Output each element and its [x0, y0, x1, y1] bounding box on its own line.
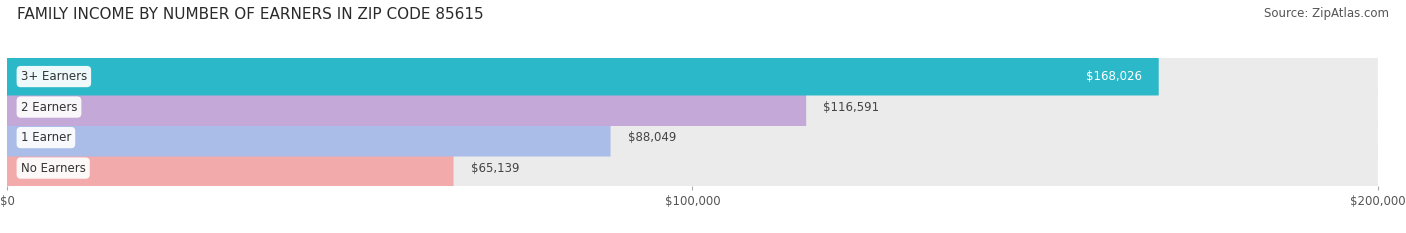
FancyBboxPatch shape	[7, 88, 806, 126]
FancyBboxPatch shape	[7, 58, 1159, 96]
FancyBboxPatch shape	[7, 149, 454, 187]
Text: 2 Earners: 2 Earners	[21, 101, 77, 113]
FancyBboxPatch shape	[7, 119, 1378, 157]
Text: Source: ZipAtlas.com: Source: ZipAtlas.com	[1264, 7, 1389, 20]
Text: $168,026: $168,026	[1085, 70, 1142, 83]
Text: $116,591: $116,591	[824, 101, 879, 113]
Text: $88,049: $88,049	[627, 131, 676, 144]
Text: 1 Earner: 1 Earner	[21, 131, 72, 144]
Text: 3+ Earners: 3+ Earners	[21, 70, 87, 83]
FancyBboxPatch shape	[7, 58, 1378, 96]
FancyBboxPatch shape	[7, 149, 1378, 187]
FancyBboxPatch shape	[7, 119, 610, 157]
Text: FAMILY INCOME BY NUMBER OF EARNERS IN ZIP CODE 85615: FAMILY INCOME BY NUMBER OF EARNERS IN ZI…	[17, 7, 484, 22]
Text: $65,139: $65,139	[471, 162, 519, 175]
FancyBboxPatch shape	[7, 88, 1378, 126]
Text: No Earners: No Earners	[21, 162, 86, 175]
